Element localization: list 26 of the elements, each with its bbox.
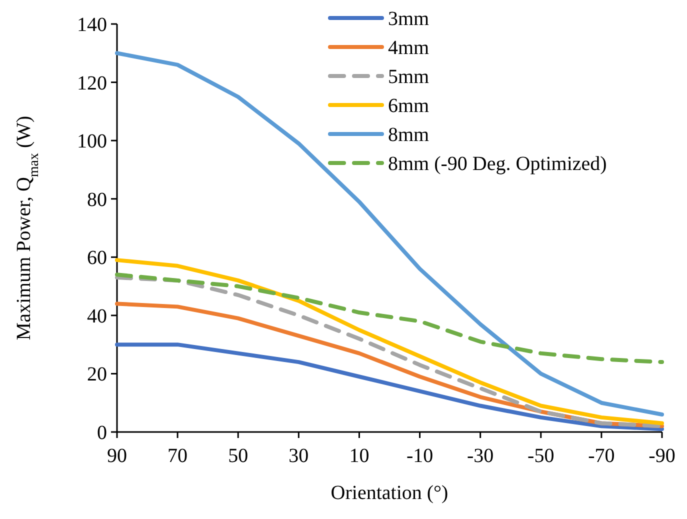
y-tick-label: 140 <box>77 14 107 36</box>
y-tick-label: 120 <box>77 72 107 94</box>
legend-label: 8mm <box>388 124 430 146</box>
x-tick-label: -10 <box>406 445 434 467</box>
y-tick-label: 0 <box>97 422 107 444</box>
x-axis-title: Orientation (°) <box>330 482 448 504</box>
legend-label: 8mm (-90 Deg. Optimized) <box>388 153 607 175</box>
x-tick-label: -70 <box>588 445 615 467</box>
x-tick-label: -30 <box>466 445 494 467</box>
x-tick-label: 90 <box>107 445 127 467</box>
x-tick-label: 10 <box>349 445 370 467</box>
x-tick-label: -50 <box>528 445 554 467</box>
x-tick-label: 30 <box>288 445 309 467</box>
y-tick-label: 80 <box>87 188 107 211</box>
legend-label: 6mm <box>388 95 430 117</box>
y-tick-label: 40 <box>87 305 107 328</box>
x-tick-label: 70 <box>168 445 188 467</box>
y-tick-label: 20 <box>87 364 107 386</box>
y-tick-label: 100 <box>77 130 107 153</box>
legend-label: 5mm <box>388 66 430 88</box>
legend-label: 4mm <box>388 37 430 59</box>
line-series <box>115 272 664 364</box>
legend-label: 3mm <box>388 8 430 30</box>
x-tick-label: -90 <box>648 445 676 467</box>
y-tick-label: 60 <box>87 247 107 270</box>
x-tick-label: 50 <box>228 445 248 467</box>
